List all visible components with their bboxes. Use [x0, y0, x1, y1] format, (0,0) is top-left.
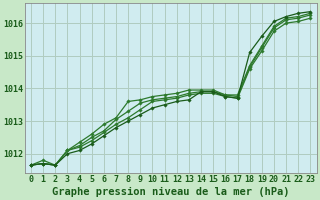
X-axis label: Graphe pression niveau de la mer (hPa): Graphe pression niveau de la mer (hPa) [52, 186, 290, 197]
